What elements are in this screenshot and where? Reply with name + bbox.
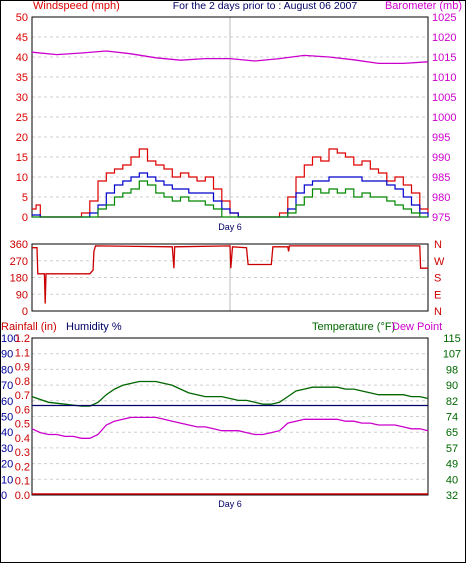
- weather-plot-border: [31, 337, 429, 496]
- temperature-tick-label: 90: [446, 380, 458, 392]
- temperature-axis-title: Temperature (°F): [312, 321, 395, 333]
- compass-label: W: [434, 256, 445, 268]
- temperature-tick-label: 98: [446, 364, 458, 376]
- temperature-tick-label: 40: [446, 474, 458, 486]
- wind-series-0: [32, 148, 429, 218]
- barometer-tick-label: 1025: [432, 12, 456, 24]
- windspeed-tick-label: 35: [16, 72, 28, 84]
- wind-series-1: [32, 172, 429, 218]
- temperature-tick-label: 57: [446, 443, 458, 455]
- barometer-axis-title: Barometer (mb): [385, 0, 462, 12]
- temperature-tick-label: 115: [443, 333, 461, 345]
- humidity-tick-label: 30: [1, 443, 13, 455]
- humidity-tick-label: 20: [1, 459, 13, 471]
- barometer-tick-label: 1015: [432, 52, 456, 64]
- direction-tick-label: 270: [10, 256, 28, 268]
- x-axis-day-label: Day 6: [218, 222, 242, 232]
- barometer-tick-label: 980: [432, 192, 450, 204]
- rainfall-tick-label: 0.6: [15, 404, 30, 416]
- windspeed-tick-label: 25: [16, 112, 28, 124]
- humidity-tick-label: 0: [1, 490, 7, 502]
- barometer-tick-label: 985: [432, 172, 450, 184]
- dew-point-axis-title: Dew Point: [392, 321, 442, 333]
- compass-label: N: [434, 306, 442, 318]
- compass-label: E: [434, 289, 441, 301]
- chart-period-title: For the 2 days prior to : August 06 2007: [173, 0, 358, 12]
- humidity-axis-title: Humidity %: [66, 321, 122, 333]
- rainfall-tick-label: 0.1: [15, 476, 30, 488]
- humidity-tick-label: 60: [1, 396, 13, 408]
- humidity-tick-label: 80: [1, 364, 13, 376]
- windspeed-tick-label: 0: [22, 212, 28, 224]
- dew-point-line: [31, 416, 429, 439]
- humidity-tick-label: 100: [1, 333, 19, 345]
- x-axis-day-label: Day 6: [218, 499, 242, 509]
- windspeed-tick-label: 15: [16, 152, 28, 164]
- temperature-tick-label: 32: [446, 490, 458, 502]
- temperature-tick-label: 65: [446, 427, 458, 439]
- humidity-tick-label: 70: [1, 380, 13, 392]
- temperature-tick-label: 107: [443, 349, 461, 361]
- barometer-tick-label: 1000: [432, 112, 456, 124]
- windspeed-tick-label: 45: [16, 32, 28, 44]
- windspeed-tick-label: 30: [16, 92, 28, 104]
- windspeed-tick-label: 20: [16, 132, 28, 144]
- rainfall-tick-label: 0.9: [15, 362, 30, 374]
- humidity-tick-label: 40: [1, 427, 13, 439]
- humidity-tick-label: 50: [1, 412, 13, 424]
- windspeed-tick-label: 10: [16, 172, 28, 184]
- temperature-tick-label: 82: [446, 396, 458, 408]
- windspeed-tick-label: 40: [16, 52, 28, 64]
- rainfall-axis-title: Rainfall (in): [1, 321, 57, 333]
- barometer-tick-label: 990: [432, 152, 450, 164]
- rainfall-tick-label: 0.0: [15, 490, 30, 502]
- direction-tick-label: 180: [10, 273, 28, 285]
- rainfall-tick-label: 0.4: [15, 433, 30, 445]
- barometer-line: [31, 50, 429, 65]
- rainfall-tick-label: 1.2: [15, 333, 30, 345]
- humidity-tick-label: 90: [1, 349, 13, 361]
- direction-plot-border: [31, 243, 429, 312]
- barometer-tick-label: 995: [432, 132, 450, 144]
- windspeed-tick-label: 5: [22, 192, 28, 204]
- temperature-tick-label: 74: [446, 412, 458, 424]
- direction-tick-label: 360: [10, 239, 28, 251]
- temperature-line: [31, 380, 429, 407]
- compass-label: N: [434, 239, 442, 251]
- rainfall-tick-label: 0.3: [15, 447, 30, 459]
- rainfall-tick-label: 0.2: [15, 461, 30, 473]
- rainfall-tick-label: 0.8: [15, 376, 30, 388]
- barometer-tick-label: 975: [432, 212, 450, 224]
- wind-series-2: [32, 180, 428, 218]
- humidity-tick-label: 10: [1, 474, 13, 486]
- rainfall-tick-label: 0.5: [15, 419, 30, 431]
- windspeed-axis-title: Windspeed (mph): [33, 0, 120, 12]
- direction-tick-label: 0: [22, 306, 28, 318]
- wind-direction-line: [32, 245, 428, 304]
- rainfall-tick-label: 1.1: [15, 347, 30, 359]
- rainfall-tick-label: 0.7: [15, 390, 30, 402]
- barometer-tick-label: 1010: [432, 72, 456, 84]
- temperature-tick-label: 49: [446, 459, 458, 471]
- compass-label: S: [434, 273, 441, 285]
- windspeed-tick-label: 50: [16, 12, 28, 24]
- direction-tick-label: 90: [16, 289, 28, 301]
- barometer-tick-label: 1020: [432, 32, 456, 44]
- barometer-tick-label: 1005: [432, 92, 456, 104]
